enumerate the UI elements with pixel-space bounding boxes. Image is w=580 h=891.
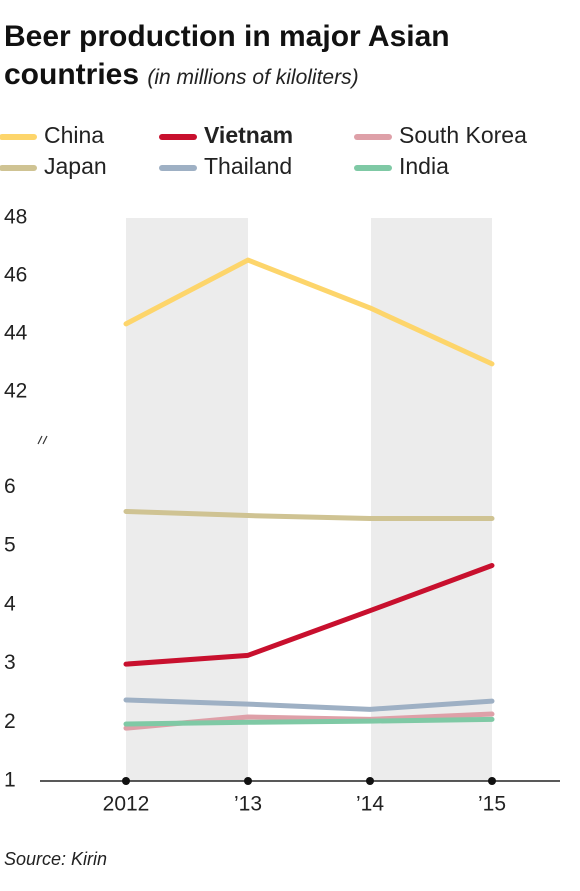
x-tick — [488, 777, 496, 785]
title-text: Beer production in major Asian countries — [4, 20, 450, 91]
series-line — [123, 716, 495, 727]
legend-label: Japan — [44, 153, 107, 179]
legend-label: India — [399, 153, 449, 179]
y-tick-label: 1 — [4, 769, 16, 792]
y-tick-label: 46 — [4, 264, 27, 287]
y-tick-label: 6 — [4, 475, 16, 498]
series-line — [123, 257, 495, 367]
y-tick-label: 42 — [4, 380, 27, 403]
legend-label: Thailand — [204, 153, 292, 179]
y-tick-label: 2 — [4, 710, 16, 733]
x-tick — [366, 777, 374, 785]
x-tick — [244, 777, 252, 785]
subtitle: (in millions of kiloliters) — [147, 66, 359, 89]
axis-break — [42, 435, 48, 445]
axis-break — [37, 435, 43, 445]
legend-label: South Korea — [399, 122, 527, 148]
y-tick-label: 4 — [4, 592, 16, 615]
source: Source: Kirin — [4, 849, 107, 869]
series-line — [123, 508, 495, 521]
series-line — [123, 697, 495, 712]
legend-label: Vietnam — [204, 122, 293, 148]
x-tick — [122, 777, 130, 785]
y-tick-label: 44 — [4, 322, 28, 345]
y-tick-label: 3 — [4, 651, 16, 674]
series-line — [123, 562, 495, 667]
legend-label: China — [44, 122, 104, 148]
y-tick-label: 5 — [4, 534, 16, 557]
x-tick-label: ’15 — [478, 793, 506, 816]
band — [126, 218, 248, 781]
x-tick-label: ’14 — [356, 793, 384, 816]
x-tick-label: ’13 — [234, 793, 262, 816]
y-tick-label: 48 — [4, 206, 27, 229]
x-tick-label: 2012 — [103, 793, 150, 816]
band — [371, 218, 492, 781]
chart-title: Beer production in major Asian countries… — [4, 18, 524, 97]
